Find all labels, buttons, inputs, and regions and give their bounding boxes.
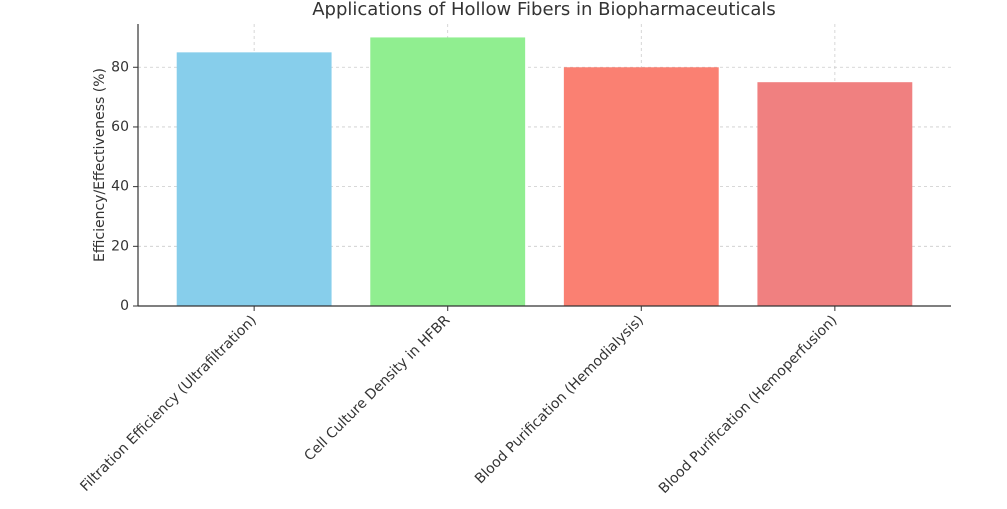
y-tick-label: 20 — [111, 238, 129, 254]
bar — [370, 37, 526, 307]
y-tick-label: 40 — [111, 179, 129, 195]
x-tick-label: Blood Purification (Hemoperfusion) — [656, 312, 841, 497]
y-tick-label: 0 — [120, 298, 129, 314]
bar — [176, 52, 332, 306]
y-tick-label: 60 — [111, 119, 129, 135]
bar — [757, 82, 913, 306]
chart-title: Applications of Hollow Fibers in Biophar… — [312, 0, 776, 20]
y-tick-label: 80 — [111, 59, 129, 75]
bar — [563, 67, 719, 307]
x-tick-label: Cell Culture Density in HFBR — [301, 312, 453, 464]
x-tick-label: Blood Purification (Hemodialysis) — [472, 312, 647, 487]
x-tick-label: Filtration Efficiency (Ultrafiltration) — [77, 312, 259, 494]
y-axis-label: Efficiency/Effectiveness (%) — [92, 68, 108, 262]
